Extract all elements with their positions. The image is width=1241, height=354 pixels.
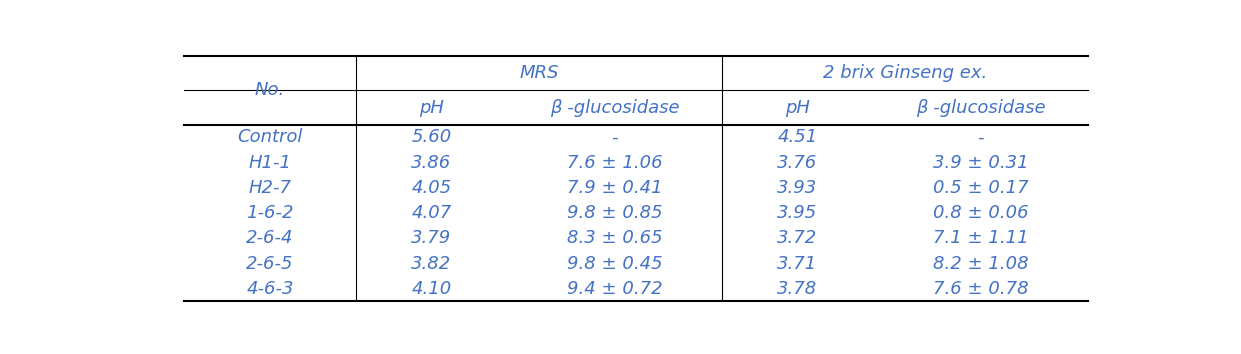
Text: 3.95: 3.95 [777, 204, 818, 222]
Text: MRS: MRS [520, 64, 558, 82]
Text: No.: No. [254, 81, 285, 99]
Text: 1-6-2: 1-6-2 [246, 204, 294, 222]
Text: 2 brix Ginseng ex.: 2 brix Ginseng ex. [823, 64, 987, 82]
Text: 8.3 ± 0.65: 8.3 ± 0.65 [567, 229, 663, 247]
Text: 3.82: 3.82 [412, 255, 452, 273]
Text: 7.6 ± 0.78: 7.6 ± 0.78 [932, 280, 1029, 298]
Text: H1-1: H1-1 [248, 154, 292, 172]
Text: 7.9 ± 0.41: 7.9 ± 0.41 [567, 179, 663, 197]
Text: 4.10: 4.10 [412, 280, 452, 298]
Text: 4.07: 4.07 [412, 204, 452, 222]
Text: -: - [612, 129, 618, 147]
Text: 3.71: 3.71 [777, 255, 818, 273]
Text: 7.6 ± 1.06: 7.6 ± 1.06 [567, 154, 663, 172]
Text: 3.93: 3.93 [777, 179, 818, 197]
Text: 9.8 ± 0.45: 9.8 ± 0.45 [567, 255, 663, 273]
Text: 0.8 ± 0.06: 0.8 ± 0.06 [932, 204, 1029, 222]
Text: 2-6-4: 2-6-4 [246, 229, 294, 247]
Text: β -glucosidase: β -glucosidase [550, 99, 679, 116]
Text: β -glucosidase: β -glucosidase [916, 99, 1045, 116]
Text: 9.4 ± 0.72: 9.4 ± 0.72 [567, 280, 663, 298]
Text: pH: pH [419, 99, 444, 116]
Text: pH: pH [786, 99, 810, 116]
Text: 4-6-3: 4-6-3 [246, 280, 294, 298]
Text: H2-7: H2-7 [248, 179, 292, 197]
Text: 3.78: 3.78 [777, 280, 818, 298]
Text: -: - [977, 129, 984, 147]
Text: 8.2 ± 1.08: 8.2 ± 1.08 [932, 255, 1029, 273]
Text: 3.79: 3.79 [412, 229, 452, 247]
Text: 0.5 ± 0.17: 0.5 ± 0.17 [932, 179, 1029, 197]
Text: 3.72: 3.72 [777, 229, 818, 247]
Text: 5.60: 5.60 [412, 129, 452, 147]
Text: 7.1 ± 1.11: 7.1 ± 1.11 [932, 229, 1029, 247]
Text: Control: Control [237, 129, 303, 147]
Text: 3.76: 3.76 [777, 154, 818, 172]
Text: 3.9 ± 0.31: 3.9 ± 0.31 [932, 154, 1029, 172]
Text: 3.86: 3.86 [412, 154, 452, 172]
Text: 4.51: 4.51 [777, 129, 818, 147]
Text: 9.8 ± 0.85: 9.8 ± 0.85 [567, 204, 663, 222]
Text: 2-6-5: 2-6-5 [246, 255, 294, 273]
Text: 4.05: 4.05 [412, 179, 452, 197]
